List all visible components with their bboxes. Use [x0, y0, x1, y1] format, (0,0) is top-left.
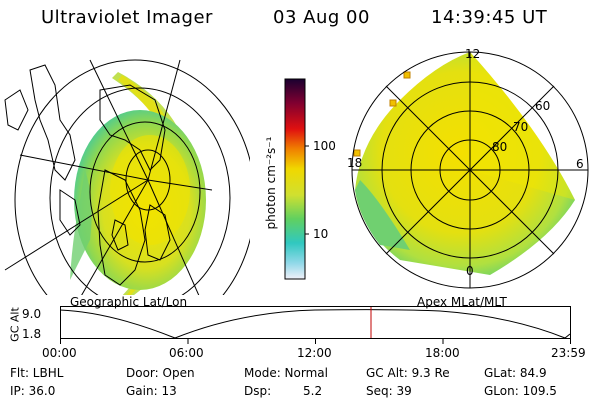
altitude-timeline	[60, 306, 571, 344]
colorbar-unit-label: photon cm⁻²s⁻¹	[264, 136, 278, 230]
timeline-xtick-2359: 23:59	[551, 346, 586, 360]
status-dsp-value: 5.2	[303, 384, 323, 398]
status-ip: IP: 36.0	[10, 384, 56, 398]
geographic-caption: Geographic Lat/Lon	[70, 295, 188, 309]
date-label: 03 Aug 00	[273, 7, 370, 28]
timeline-xtick-0600: 06:00	[169, 346, 204, 360]
colorbar-tick-100: 100	[313, 139, 336, 153]
mlat-label-80: 80	[492, 140, 508, 154]
apex-caption: Apex MLat/MLT	[417, 295, 507, 309]
mlt-label-0: 0	[466, 264, 474, 278]
mlt-label-6: 6	[576, 157, 584, 171]
mlat-label-70: 70	[513, 120, 529, 134]
status-gain: Gain: 13	[126, 384, 177, 398]
geographic-image	[4, 59, 250, 295]
timeline-y-label: GC Alt	[8, 307, 22, 342]
status-mode: Mode: Normal	[244, 366, 328, 380]
instrument-title: Ultraviolet Imager	[41, 7, 213, 28]
timeline-ytick-high: 9.0	[22, 307, 42, 321]
mlat-label-60: 60	[535, 99, 551, 113]
timeline-xtick-0000: 00:00	[42, 346, 77, 360]
status-seq: Seq: 39	[366, 384, 412, 398]
mlat-mlt-polar-plot	[351, 51, 589, 289]
status-dsp: Dsp:	[244, 384, 272, 398]
timeline-xtick-1800: 18:00	[425, 346, 460, 360]
status-door: Door: Open	[126, 366, 195, 380]
mlt-label-12: 12	[465, 47, 481, 61]
status-glon: GLon: 109.5	[484, 384, 557, 398]
status-glat: GLat: 84.9	[484, 366, 547, 380]
timeline-ytick-low: 1.8	[22, 327, 42, 341]
time-label: 14:39:45 UT	[431, 7, 548, 28]
colorbar-tick-10: 10	[313, 227, 329, 241]
timeline-xtick-1200: 12:00	[297, 346, 332, 360]
colorbar	[284, 78, 309, 280]
status-gc-alt: GC Alt: 9.3 Re	[366, 366, 450, 380]
status-filter: Flt: LBHL	[10, 366, 64, 380]
mlt-label-18: 18	[347, 156, 363, 170]
